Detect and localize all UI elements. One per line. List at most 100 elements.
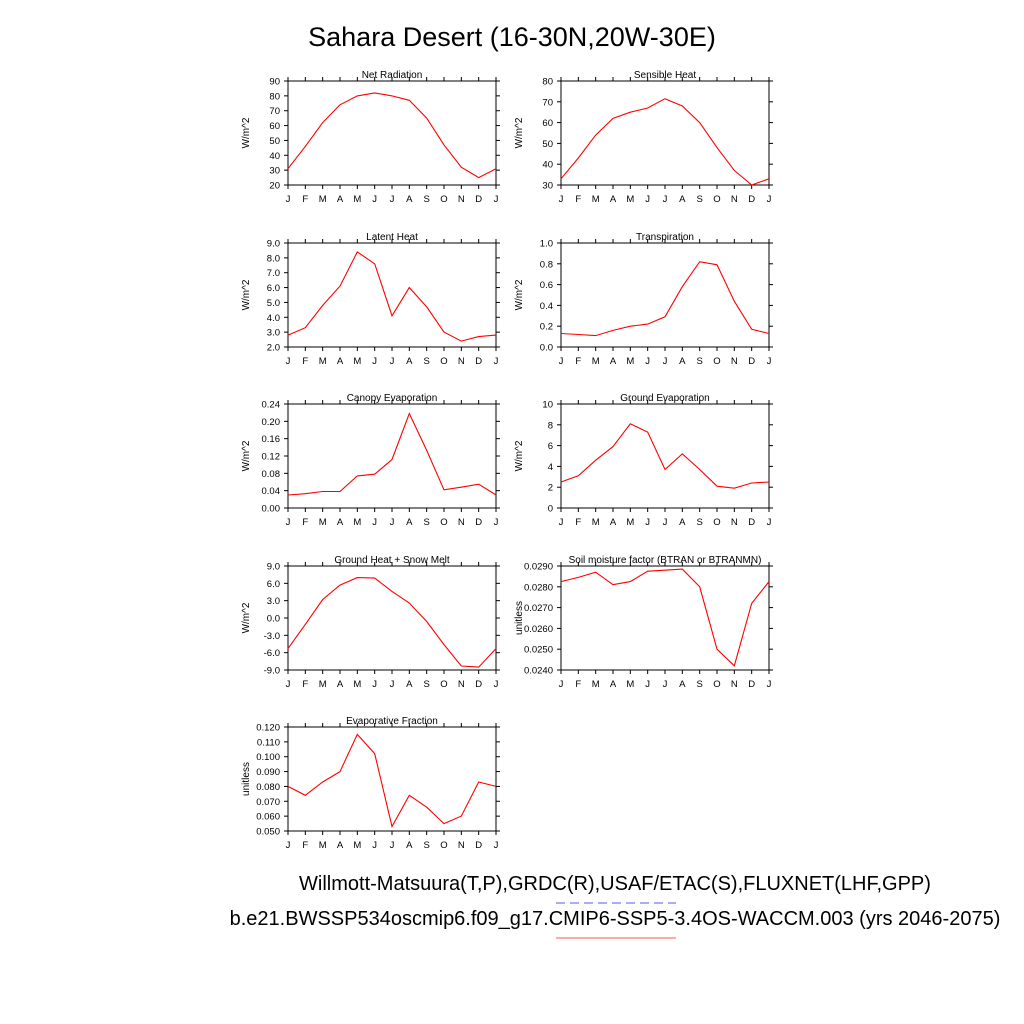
data-point	[305, 146, 306, 147]
series-line	[287, 92, 497, 179]
series-line	[287, 577, 497, 668]
panel-title: Transpiration	[636, 232, 694, 243]
x-tick-label: D	[475, 679, 482, 690]
x-tick-label: J	[286, 840, 291, 851]
data-point	[664, 98, 665, 99]
x-tick-label: D	[475, 517, 482, 528]
y-axis-label: W/m^2	[514, 440, 525, 471]
x-tick-label: A	[679, 356, 686, 367]
data-point	[322, 491, 323, 492]
x-tick-label: F	[302, 356, 308, 367]
data-point	[578, 157, 579, 158]
data-point	[578, 577, 579, 578]
data-point	[357, 734, 358, 735]
x-tick-label: M	[319, 840, 327, 851]
x-tick-label: A	[406, 194, 413, 205]
data-point	[495, 335, 496, 336]
data-point	[409, 413, 410, 414]
data-point	[287, 168, 288, 169]
x-tick-label: A	[679, 679, 686, 690]
data-point	[339, 491, 340, 492]
y-axis-label: W/m^2	[241, 279, 252, 310]
data-point	[630, 112, 631, 113]
data-point	[322, 599, 323, 600]
data-point	[612, 584, 613, 585]
data-point	[478, 177, 479, 178]
x-tick-label: S	[696, 194, 702, 205]
x-tick-label: F	[575, 356, 581, 367]
x-tick-label: J	[663, 194, 668, 205]
x-tick-label: S	[423, 194, 429, 205]
x-tick-label: M	[592, 679, 600, 690]
x-tick-label: O	[440, 840, 447, 851]
x-tick-label: A	[406, 356, 413, 367]
x-tick-label: F	[302, 517, 308, 528]
data-point	[339, 584, 340, 585]
y-tick-label: 7.0	[267, 268, 280, 279]
x-tick-label: N	[458, 517, 465, 528]
x-tick-label: J	[372, 194, 377, 205]
data-point	[461, 816, 462, 817]
data-point	[612, 330, 613, 331]
x-tick-label: F	[302, 840, 308, 851]
data-point	[287, 335, 288, 336]
x-tick-label: F	[302, 679, 308, 690]
y-tick-label: 0.0	[540, 343, 553, 354]
data-point	[495, 494, 496, 495]
data-point	[595, 335, 596, 336]
data-point	[560, 333, 561, 334]
data-point	[734, 301, 735, 302]
y-tick-label: 0.00	[262, 504, 281, 515]
x-tick-label: J	[559, 679, 564, 690]
data-point	[305, 795, 306, 796]
data-point	[374, 753, 375, 754]
panel-title: Ground Heat + Snow Melt	[334, 555, 450, 566]
data-point	[664, 570, 665, 571]
data-point	[647, 324, 648, 325]
data-point	[374, 474, 375, 475]
data-point	[461, 340, 462, 341]
x-tick-label: J	[645, 679, 650, 690]
y-tick-label: 0.100	[256, 752, 280, 763]
x-tick-label: M	[353, 679, 361, 690]
y-tick-label: 50	[542, 139, 553, 150]
panel-title: Sensible Heat	[634, 70, 696, 81]
plot-frame	[287, 726, 497, 832]
data-point	[495, 786, 496, 787]
x-tick-label: A	[406, 840, 413, 851]
x-tick-label: O	[713, 679, 720, 690]
data-point	[768, 178, 769, 179]
data-point	[339, 104, 340, 105]
x-tick-label: O	[440, 679, 447, 690]
y-tick-label: 60	[269, 121, 280, 132]
data-point	[461, 487, 462, 488]
x-tick-label: J	[372, 840, 377, 851]
data-point	[768, 581, 769, 582]
y-tick-label: 0.6	[540, 280, 553, 291]
x-tick-label: M	[319, 194, 327, 205]
x-tick-label: N	[731, 517, 738, 528]
y-axis-label: W/m^2	[241, 117, 252, 148]
data-point	[357, 251, 358, 252]
data-point	[409, 602, 410, 603]
x-tick-label: A	[610, 679, 617, 690]
plot-frame	[287, 242, 497, 348]
data-point	[716, 486, 717, 487]
data-point	[716, 264, 717, 265]
data-point	[443, 823, 444, 824]
panel-title: Canopy Evaporation	[347, 393, 438, 404]
y-tick-label: 0.0260	[524, 624, 553, 635]
y-tick-label: 0.080	[256, 782, 280, 793]
x-tick-label: N	[458, 194, 465, 205]
data-point	[647, 107, 648, 108]
data-point	[426, 306, 427, 307]
x-tick-label: N	[458, 356, 465, 367]
y-tick-label: -9.0	[264, 666, 280, 677]
x-tick-label: O	[440, 517, 447, 528]
data-point	[578, 475, 579, 476]
y-tick-label: 80	[542, 77, 553, 88]
x-tick-label: A	[610, 194, 617, 205]
